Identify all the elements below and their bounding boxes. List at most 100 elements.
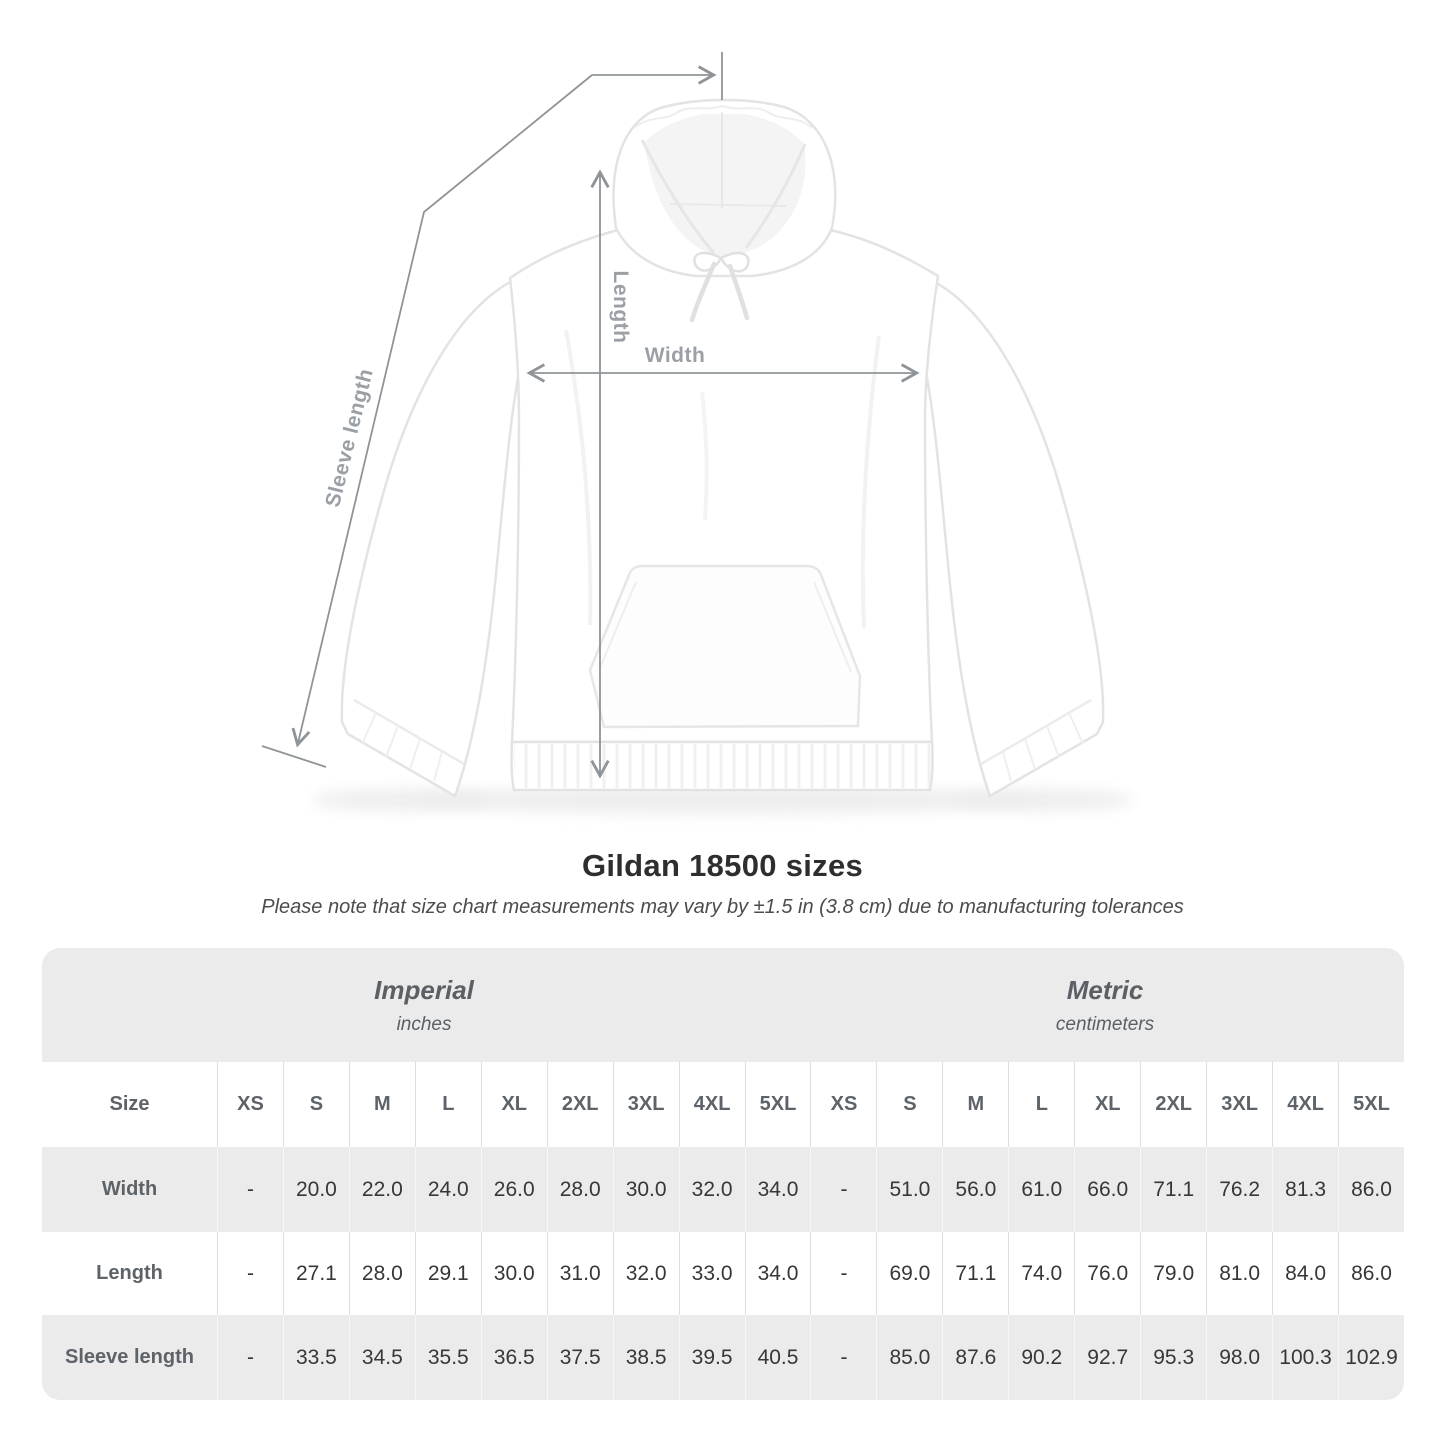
length-row: Length - 27.1 28.0 29.1 30.0 31.0 32.0 3… [42, 1232, 1404, 1315]
length-imperial-m: 28.0 [348, 1232, 415, 1315]
sleeve-imperial-xl: 36.5 [480, 1315, 547, 1400]
length-row-label: Length [96, 1262, 163, 1284]
hoodie-drawstrings [689, 251, 750, 323]
hoodie-measurement-diagram: Length Width Sleeve length [261, 52, 1133, 814]
size-col-imperial-s: S [282, 1062, 349, 1147]
size-col-imperial-xl: XL [480, 1062, 547, 1147]
length-metric-m: 71.1 [942, 1232, 1008, 1315]
length-measure-label: Length [609, 270, 632, 344]
sleeve-metric-xs: - [810, 1315, 876, 1400]
sleeve-imperial-4xl: 39.5 [678, 1315, 745, 1400]
hoodie-hem-band [510, 740, 934, 792]
length-imperial-5xl: 34.0 [744, 1232, 811, 1315]
hoodie-hood [612, 98, 837, 278]
width-row-label: Width [101, 1178, 158, 1200]
width-metric-4xl: 81.3 [1272, 1147, 1338, 1232]
sleeve-imperial-3xl: 38.5 [612, 1315, 679, 1400]
hoodie-left-sleeve [340, 278, 524, 798]
sleeve-metric-2xl: 95.3 [1140, 1315, 1206, 1400]
length-imperial-2xl: 31.0 [546, 1232, 613, 1315]
imperial-label: Imperial [374, 974, 474, 1005]
size-col-imperial-4xl: 4XL [678, 1062, 745, 1147]
width-row: Width - 20.0 22.0 24.0 26.0 28.0 30.0 32… [42, 1147, 1404, 1232]
hoodie-shadow [312, 786, 1133, 814]
width-imperial-4xl: 32.0 [678, 1147, 745, 1232]
page-title: Gildan 18500 sizes [581, 848, 864, 883]
length-imperial-xl: 30.0 [480, 1232, 547, 1315]
size-col-metric-3xl: 3XL [1206, 1062, 1272, 1147]
sleeve-metric-l: 90.2 [1008, 1315, 1074, 1400]
sleeve-imperial-l: 35.5 [414, 1315, 481, 1400]
sleeve-metric-3xl: 98.0 [1206, 1315, 1272, 1400]
width-imperial-3xl: 30.0 [612, 1147, 679, 1232]
width-imperial-xs: - [217, 1147, 283, 1232]
sleeve-imperial-m: 34.5 [348, 1315, 415, 1400]
length-metric-xl: 76.0 [1074, 1232, 1140, 1315]
sleeve-length-row: Sleeve length - 33.5 34.5 35.5 36.5 37.5… [42, 1315, 1404, 1400]
imperial-unit-label: inches [396, 1013, 452, 1035]
sleeve-metric-4xl: 100.3 [1272, 1315, 1338, 1400]
size-col-metric-2xl: 2XL [1140, 1062, 1206, 1147]
measurement-lines [261, 52, 920, 779]
width-metric-3xl: 76.2 [1206, 1147, 1272, 1232]
metric-label: Metric [1066, 974, 1144, 1005]
width-metric-m: 56.0 [942, 1147, 1008, 1232]
size-col-metric-xl: XL [1074, 1062, 1140, 1147]
size-col-imperial-2xl: 2XL [546, 1062, 613, 1147]
sleeve-imperial-xs: - [217, 1315, 283, 1400]
size-col-imperial-l: L [414, 1062, 481, 1147]
size-col-metric-l: L [1008, 1062, 1074, 1147]
size-col-metric-m: M [942, 1062, 1008, 1147]
hoodie-illustration [261, 52, 1133, 814]
width-imperial-m: 22.0 [348, 1147, 415, 1232]
sleeve-metric-s: 85.0 [876, 1315, 942, 1400]
size-col-imperial-5xl: 5XL [744, 1062, 811, 1147]
size-col-metric-s: S [876, 1062, 942, 1147]
width-imperial-2xl: 28.0 [546, 1147, 613, 1232]
sleeve-imperial-5xl: 40.5 [744, 1315, 811, 1400]
length-metric-xs: - [810, 1232, 876, 1315]
sleeve-imperial-2xl: 37.5 [546, 1315, 613, 1400]
size-col-imperial-m: M [348, 1062, 415, 1147]
hoodie-right-sleeve [921, 278, 1105, 798]
sleeve-metric-m: 87.6 [942, 1315, 1008, 1400]
sleeve-measure-bottom-tick [261, 745, 327, 768]
tolerance-note: Please note that size chart measurements… [261, 896, 1184, 918]
width-imperial-xl: 26.0 [480, 1147, 547, 1232]
width-metric-5xl: 86.0 [1338, 1147, 1404, 1232]
length-metric-3xl: 81.0 [1206, 1232, 1272, 1315]
width-imperial-5xl: 34.0 [744, 1147, 811, 1232]
length-imperial-4xl: 33.0 [678, 1232, 745, 1315]
width-imperial-l: 24.0 [414, 1147, 481, 1232]
size-col-imperial-3xl: 3XL [612, 1062, 679, 1147]
metric-section-header: Metric centimeters [806, 948, 1404, 1062]
length-metric-4xl: 84.0 [1272, 1232, 1338, 1315]
sleeve-imperial-s: 33.5 [282, 1315, 349, 1400]
imperial-section-header: Imperial inches [42, 948, 806, 1062]
metric-unit-label: centimeters [1055, 1013, 1155, 1035]
hoodie-pocket [588, 564, 862, 729]
length-imperial-xs: - [217, 1232, 283, 1315]
length-metric-l: 74.0 [1008, 1232, 1074, 1315]
size-header-row: Size XS S M L XL 2XL 3XL 4XL 5XL XS S M … [42, 1062, 1404, 1147]
size-col-metric-xs: XS [810, 1062, 876, 1147]
length-metric-5xl: 86.0 [1338, 1232, 1404, 1315]
size-chart-table: Imperial inches Metric centimeters Size … [42, 948, 1404, 1400]
width-metric-xl: 66.0 [1074, 1147, 1140, 1232]
length-metric-s: 69.0 [876, 1232, 942, 1315]
width-metric-xs: - [810, 1147, 876, 1232]
size-col-imperial-xs: XS [217, 1062, 283, 1147]
sleeve-row-label: Sleeve length [65, 1346, 194, 1368]
width-metric-l: 61.0 [1008, 1147, 1074, 1232]
corner-header-cell: Size [109, 1093, 150, 1115]
length-imperial-3xl: 32.0 [612, 1232, 679, 1315]
length-metric-2xl: 79.0 [1140, 1232, 1206, 1315]
size-col-metric-5xl: 5XL [1338, 1062, 1404, 1147]
length-imperial-l: 29.1 [414, 1232, 481, 1315]
width-imperial-s: 20.0 [282, 1147, 349, 1232]
sleeve-metric-xl: 92.7 [1074, 1315, 1140, 1400]
length-imperial-s: 27.1 [282, 1232, 349, 1315]
width-measure-label: Width [644, 344, 706, 367]
width-metric-2xl: 71.1 [1140, 1147, 1206, 1232]
